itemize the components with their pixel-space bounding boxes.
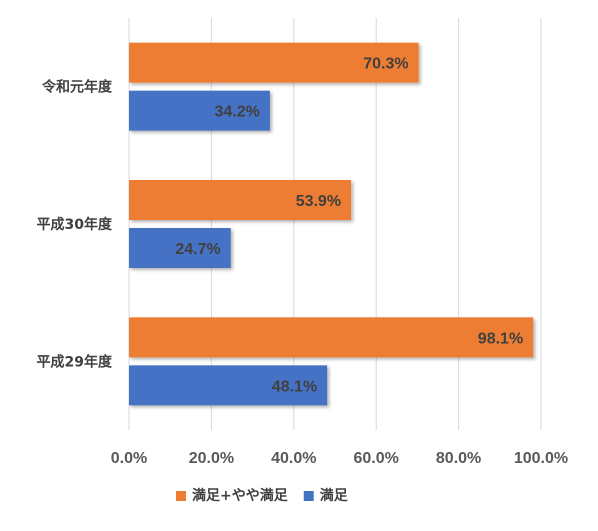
bar-primary-1 xyxy=(129,180,352,220)
data-label-primary-1: 53.9% xyxy=(296,193,341,210)
legend-swatch-secondary xyxy=(303,491,314,501)
legend-swatch-primary xyxy=(176,491,186,501)
data-label-primary-2: 98.1% xyxy=(478,330,523,347)
data-label-secondary-0: 34.2% xyxy=(215,104,260,121)
legend-label-primary: 満足+やや満足 xyxy=(192,487,289,504)
data-label-secondary-1: 24.7% xyxy=(175,241,220,258)
bars: 70.3% 34.2% 53.9% 24.7% 98.1% 48.1% xyxy=(129,42,534,406)
x-tick-label-3: 60.0% xyxy=(354,450,399,467)
category-label-1: 平成30年度 xyxy=(37,216,113,233)
bar-secondary-2 xyxy=(129,365,328,406)
legend-label-secondary: 満足 xyxy=(320,487,349,504)
x-tick-label-2: 40.0% xyxy=(271,450,316,467)
legend: 満足+やや満足 満足 xyxy=(176,487,349,504)
x-tick-label-0: 0.0% xyxy=(111,450,147,467)
data-label-primary-0: 70.3% xyxy=(363,56,408,73)
bar-primary-0 xyxy=(129,42,419,83)
category-label-2: 平成29年度 xyxy=(37,353,113,370)
gridlines xyxy=(128,18,542,430)
bar-secondary-1 xyxy=(129,228,231,268)
x-tick-label-5: 100.0% xyxy=(514,450,568,467)
bar-secondary-0 xyxy=(129,90,270,131)
x-tick-label-1: 20.0% xyxy=(189,450,234,467)
bar-primary-2 xyxy=(129,317,534,358)
category-label-0: 令和元年度 xyxy=(41,79,113,96)
x-tick-label-4: 80.0% xyxy=(436,450,481,467)
x-axis-tick-labels: 0.0% 20.0% 40.0% 60.0% 80.0% 100.0% xyxy=(111,450,568,467)
data-label-secondary-2: 48.1% xyxy=(272,378,317,395)
